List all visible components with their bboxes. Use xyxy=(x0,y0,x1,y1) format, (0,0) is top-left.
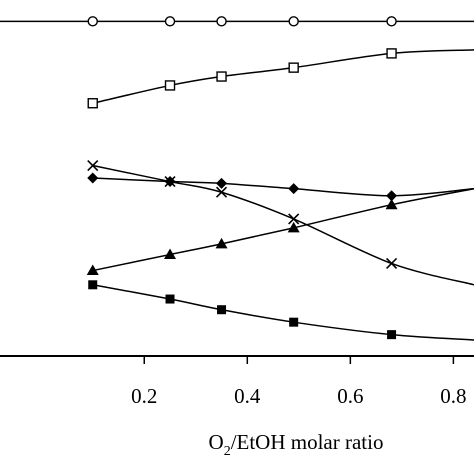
data-point-open-square xyxy=(87,98,98,109)
series-line xyxy=(92,187,474,272)
series-circle-open xyxy=(0,16,474,27)
x-tick-label: 0.4 xyxy=(234,384,261,408)
data-point-cross xyxy=(215,186,228,198)
data-point-filled-square xyxy=(217,305,227,315)
data-point-filled-diamond xyxy=(216,177,228,189)
data-point-open-square xyxy=(164,80,176,91)
series-group xyxy=(0,16,474,341)
data-point-open-square xyxy=(386,48,397,59)
series-line xyxy=(92,284,474,341)
data-point-cross xyxy=(288,213,300,225)
x-tick-label: 0.8 xyxy=(440,384,466,408)
data-point-filled-triangle xyxy=(287,221,300,233)
data-point-filled-square xyxy=(289,317,299,327)
series-line xyxy=(92,164,474,286)
x-axis-title-subscript: 2 xyxy=(224,444,231,459)
data-point-open-circle xyxy=(216,16,227,27)
series-square-filled xyxy=(88,280,474,341)
data-point-filled-square xyxy=(88,280,98,290)
cross-stroke xyxy=(164,175,176,188)
x-axis-ticks: 0.2 0.4 0.6 0.8 xyxy=(131,356,467,408)
data-point-open-circle xyxy=(288,16,299,27)
data-point-cross xyxy=(385,257,398,270)
cross-stroke xyxy=(215,186,228,198)
data-point-open-square xyxy=(288,62,299,73)
cross-stroke xyxy=(385,257,398,270)
x-axis-title-rest: /EtOH molar ratio xyxy=(231,430,384,454)
series-square-open xyxy=(87,48,474,109)
series-line xyxy=(92,49,474,104)
data-point-filled-square xyxy=(387,330,397,340)
series-triangle-filled xyxy=(86,187,474,276)
data-point-open-circle xyxy=(164,16,176,27)
data-point-open-circle xyxy=(87,16,98,27)
data-point-open-circle xyxy=(386,16,397,27)
data-point-filled-square xyxy=(165,294,175,304)
data-point-filled-triangle xyxy=(86,264,99,276)
x-axis-title-main: O xyxy=(209,430,224,454)
data-point-filled-diamond xyxy=(288,183,300,195)
data-point-filled-diamond xyxy=(87,172,99,184)
cross-stroke xyxy=(87,159,99,172)
x-tick-label: 0.2 xyxy=(131,384,157,408)
x-axis-title: O2/EtOH molar ratio xyxy=(209,430,384,459)
data-point-filled-triangle xyxy=(164,248,177,260)
x-tick-label: 0.6 xyxy=(337,384,363,408)
series-line xyxy=(92,177,474,197)
data-point-open-square xyxy=(216,71,227,82)
cross-stroke xyxy=(288,213,300,225)
series-cross xyxy=(87,159,474,286)
data-point-cross xyxy=(87,159,99,172)
data-point-filled-triangle xyxy=(385,198,398,210)
data-point-filled-diamond xyxy=(386,190,398,202)
data-point-filled-triangle xyxy=(215,237,228,249)
data-point-cross xyxy=(164,175,176,188)
